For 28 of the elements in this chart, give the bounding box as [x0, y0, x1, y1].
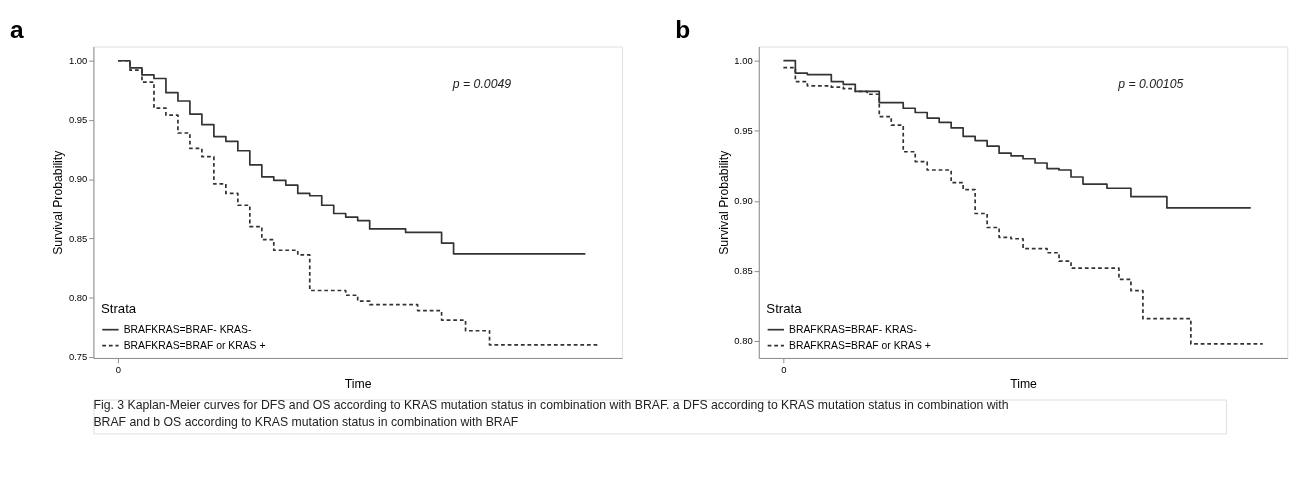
x-tick-label: 0: [115, 363, 122, 375]
y-tick-label: 1.00: [68, 55, 88, 67]
caption: Fig. 3 Kaplan-Meier curves for DFS and OS according to KRAS mutation status in combination with BRAF. a DFS according to KRAS mutation status in combination with BRAF and b OS according to KRAS mutation status in combination with BRAF: [93, 397, 1009, 429]
y-tick-label: 0.95: [68, 114, 88, 126]
annotation: p = 0.0049: [451, 76, 512, 91]
y-tick-label: 1.00: [734, 54, 753, 66]
x-axis-title: Time: [344, 376, 372, 391]
chart-title: a: [9, 16, 24, 44]
y-tick-label: 0.80: [68, 291, 88, 303]
y-tick-label: 0.75: [68, 351, 88, 363]
annotation: p = 0.00105: [1117, 76, 1184, 91]
legend-title: Strata: [766, 300, 803, 316]
y-tick-label: 0.85: [734, 265, 753, 277]
y-tick-label: 0.90: [734, 195, 753, 207]
legend-title: Strata: [100, 300, 137, 316]
y-axis-title: Survival Probability: [51, 149, 66, 255]
y-tick-label: 0.80: [734, 335, 753, 347]
x-axis-title: Time: [1010, 376, 1038, 391]
y-axis-title: Survival Probability: [716, 149, 731, 255]
legend-label: BRAFKRAS=BRAF or KRAS +: [789, 339, 931, 351]
y-tick-label: 0.85: [68, 232, 88, 244]
x-tick-label: 0: [781, 363, 787, 375]
legend-label: BRAFKRAS=BRAF or KRAS +: [123, 339, 266, 351]
chart-title: b: [675, 16, 691, 44]
y-tick-label: 0.95: [734, 125, 753, 137]
legend-label: BRAFKRAS=BRAF- KRAS-: [789, 323, 917, 335]
y-tick-label: 0.90: [68, 173, 88, 185]
legend-label: BRAFKRAS=BRAF- KRAS-: [123, 323, 252, 335]
